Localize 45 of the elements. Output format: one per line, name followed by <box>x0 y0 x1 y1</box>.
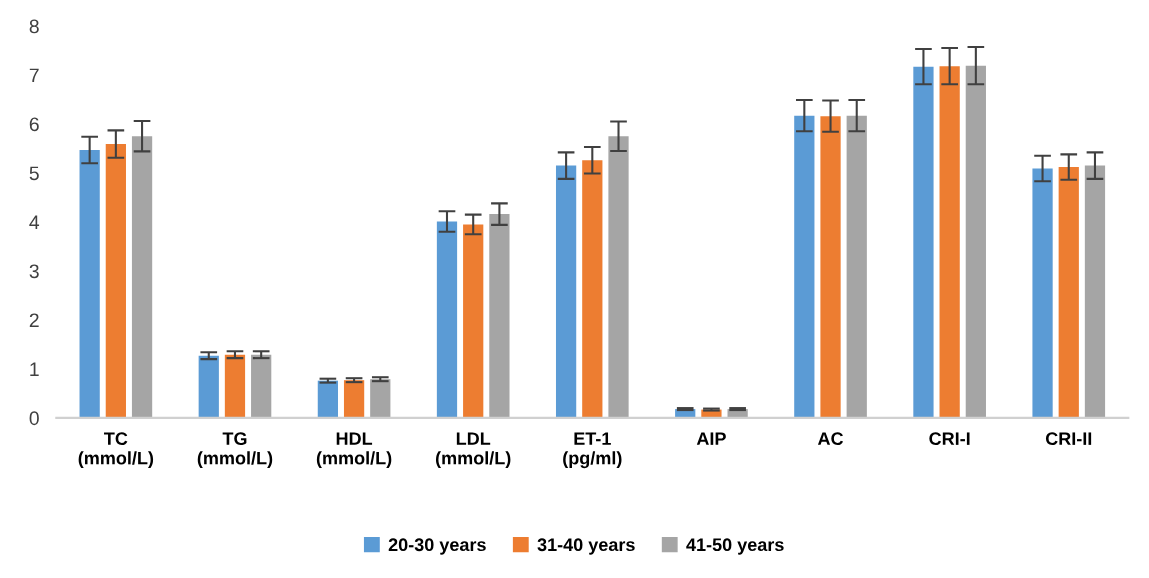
bar <box>965 65 986 418</box>
x-tick-label: TG (mmol/L) <box>197 432 273 469</box>
legend-label: 20-30 years <box>388 538 486 555</box>
y-tick-label: 8 <box>29 19 39 34</box>
bar <box>436 221 458 418</box>
legend-label: 41-50 years <box>686 538 784 555</box>
bar <box>317 380 338 418</box>
legend-label: 31-40 years <box>537 538 635 555</box>
bar <box>1032 168 1053 418</box>
bar <box>913 66 934 418</box>
y-tick-label: 0 <box>29 411 39 426</box>
y-tick-label: 1 <box>30 362 39 376</box>
bar <box>582 160 603 418</box>
bar <box>489 214 510 418</box>
bar <box>820 116 841 418</box>
y-tick-label: 5 <box>29 166 39 181</box>
x-tick-label: TC (mmol/L) <box>78 432 154 469</box>
bar <box>794 115 815 418</box>
y-tick-label: 3 <box>29 264 39 279</box>
x-tick-label: AC <box>817 432 844 446</box>
bar <box>1058 167 1079 418</box>
bar <box>224 354 246 418</box>
bar <box>463 224 484 418</box>
y-tick-label: 2 <box>29 313 39 327</box>
bar <box>555 165 577 418</box>
x-tick-label: AIP <box>696 432 726 445</box>
x-tick-label: HDL (mmol/L) <box>316 432 392 469</box>
bar <box>105 144 126 418</box>
bar <box>608 136 629 418</box>
bar <box>251 354 272 418</box>
x-tick-label: CRI-II <box>1045 432 1092 446</box>
bar <box>846 115 867 418</box>
bar <box>939 66 960 418</box>
x-tick-label: ET-1 (pg/ml) <box>563 432 622 469</box>
bar <box>343 380 365 418</box>
y-tick-label: 7 <box>29 68 39 83</box>
bar <box>198 355 219 418</box>
bar <box>370 379 391 418</box>
y-tick-label: 4 <box>29 215 40 229</box>
bar <box>1084 165 1106 418</box>
y-tick-label: 6 <box>29 117 39 132</box>
x-tick-label: LDL (mmol/L) <box>435 432 511 469</box>
bar <box>79 149 100 418</box>
x-tick-label: CRI-I <box>929 432 970 446</box>
bar <box>131 136 153 418</box>
